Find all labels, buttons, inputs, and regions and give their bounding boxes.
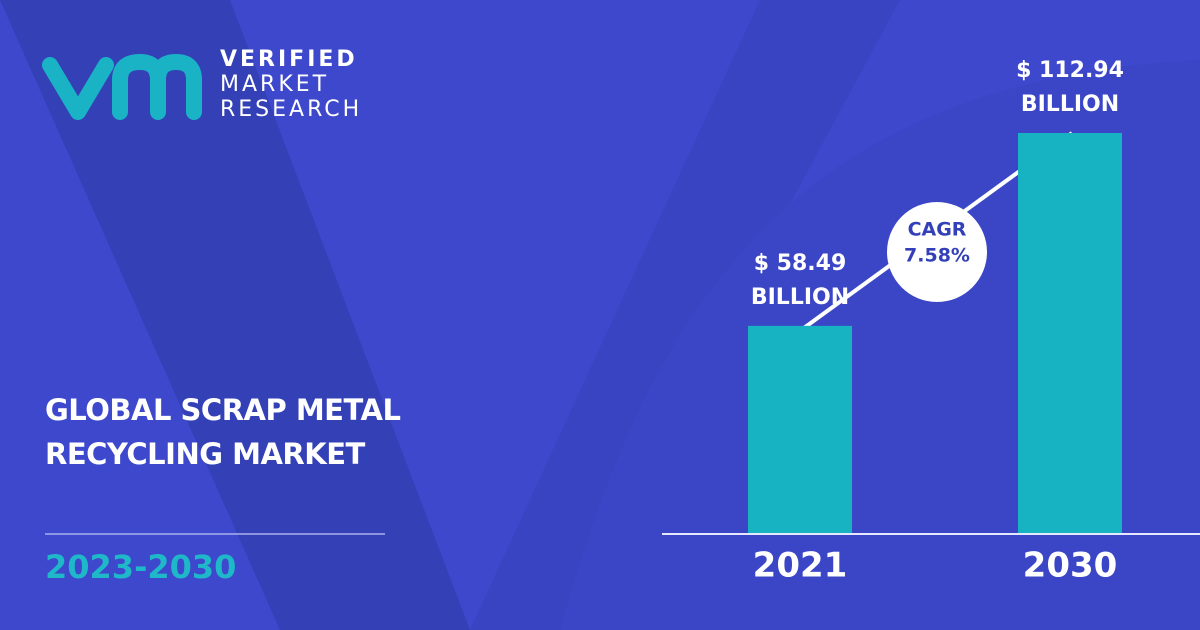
chart-title: GLOBAL SCRAP METAL RECYCLING MARKET <box>45 393 401 471</box>
logo-m <box>112 54 202 120</box>
cagr-value: 7.58% <box>904 245 970 267</box>
chart-subtitle: 2023-2030 <box>45 548 237 586</box>
cagr-label: CAGR <box>908 219 967 241</box>
v-shape-right <box>470 0 900 630</box>
x-tick-label: 2030 <box>1023 546 1118 586</box>
bar <box>1018 133 1122 533</box>
logo-v <box>42 57 114 120</box>
brand-text: VERIFIED <box>220 47 358 72</box>
bar <box>748 325 852 533</box>
value-label: $ 112.94 BILLION <box>1016 58 1124 117</box>
logo <box>42 54 202 120</box>
brand-text: MARKET <box>220 72 329 97</box>
cagr-circle <box>887 202 987 302</box>
x-tick-label: 2021 <box>753 546 848 586</box>
v-shape-left <box>0 0 470 630</box>
value-label: $ 58.49 BILLION <box>751 251 849 310</box>
brand-text: RESEARCH <box>220 97 362 122</box>
